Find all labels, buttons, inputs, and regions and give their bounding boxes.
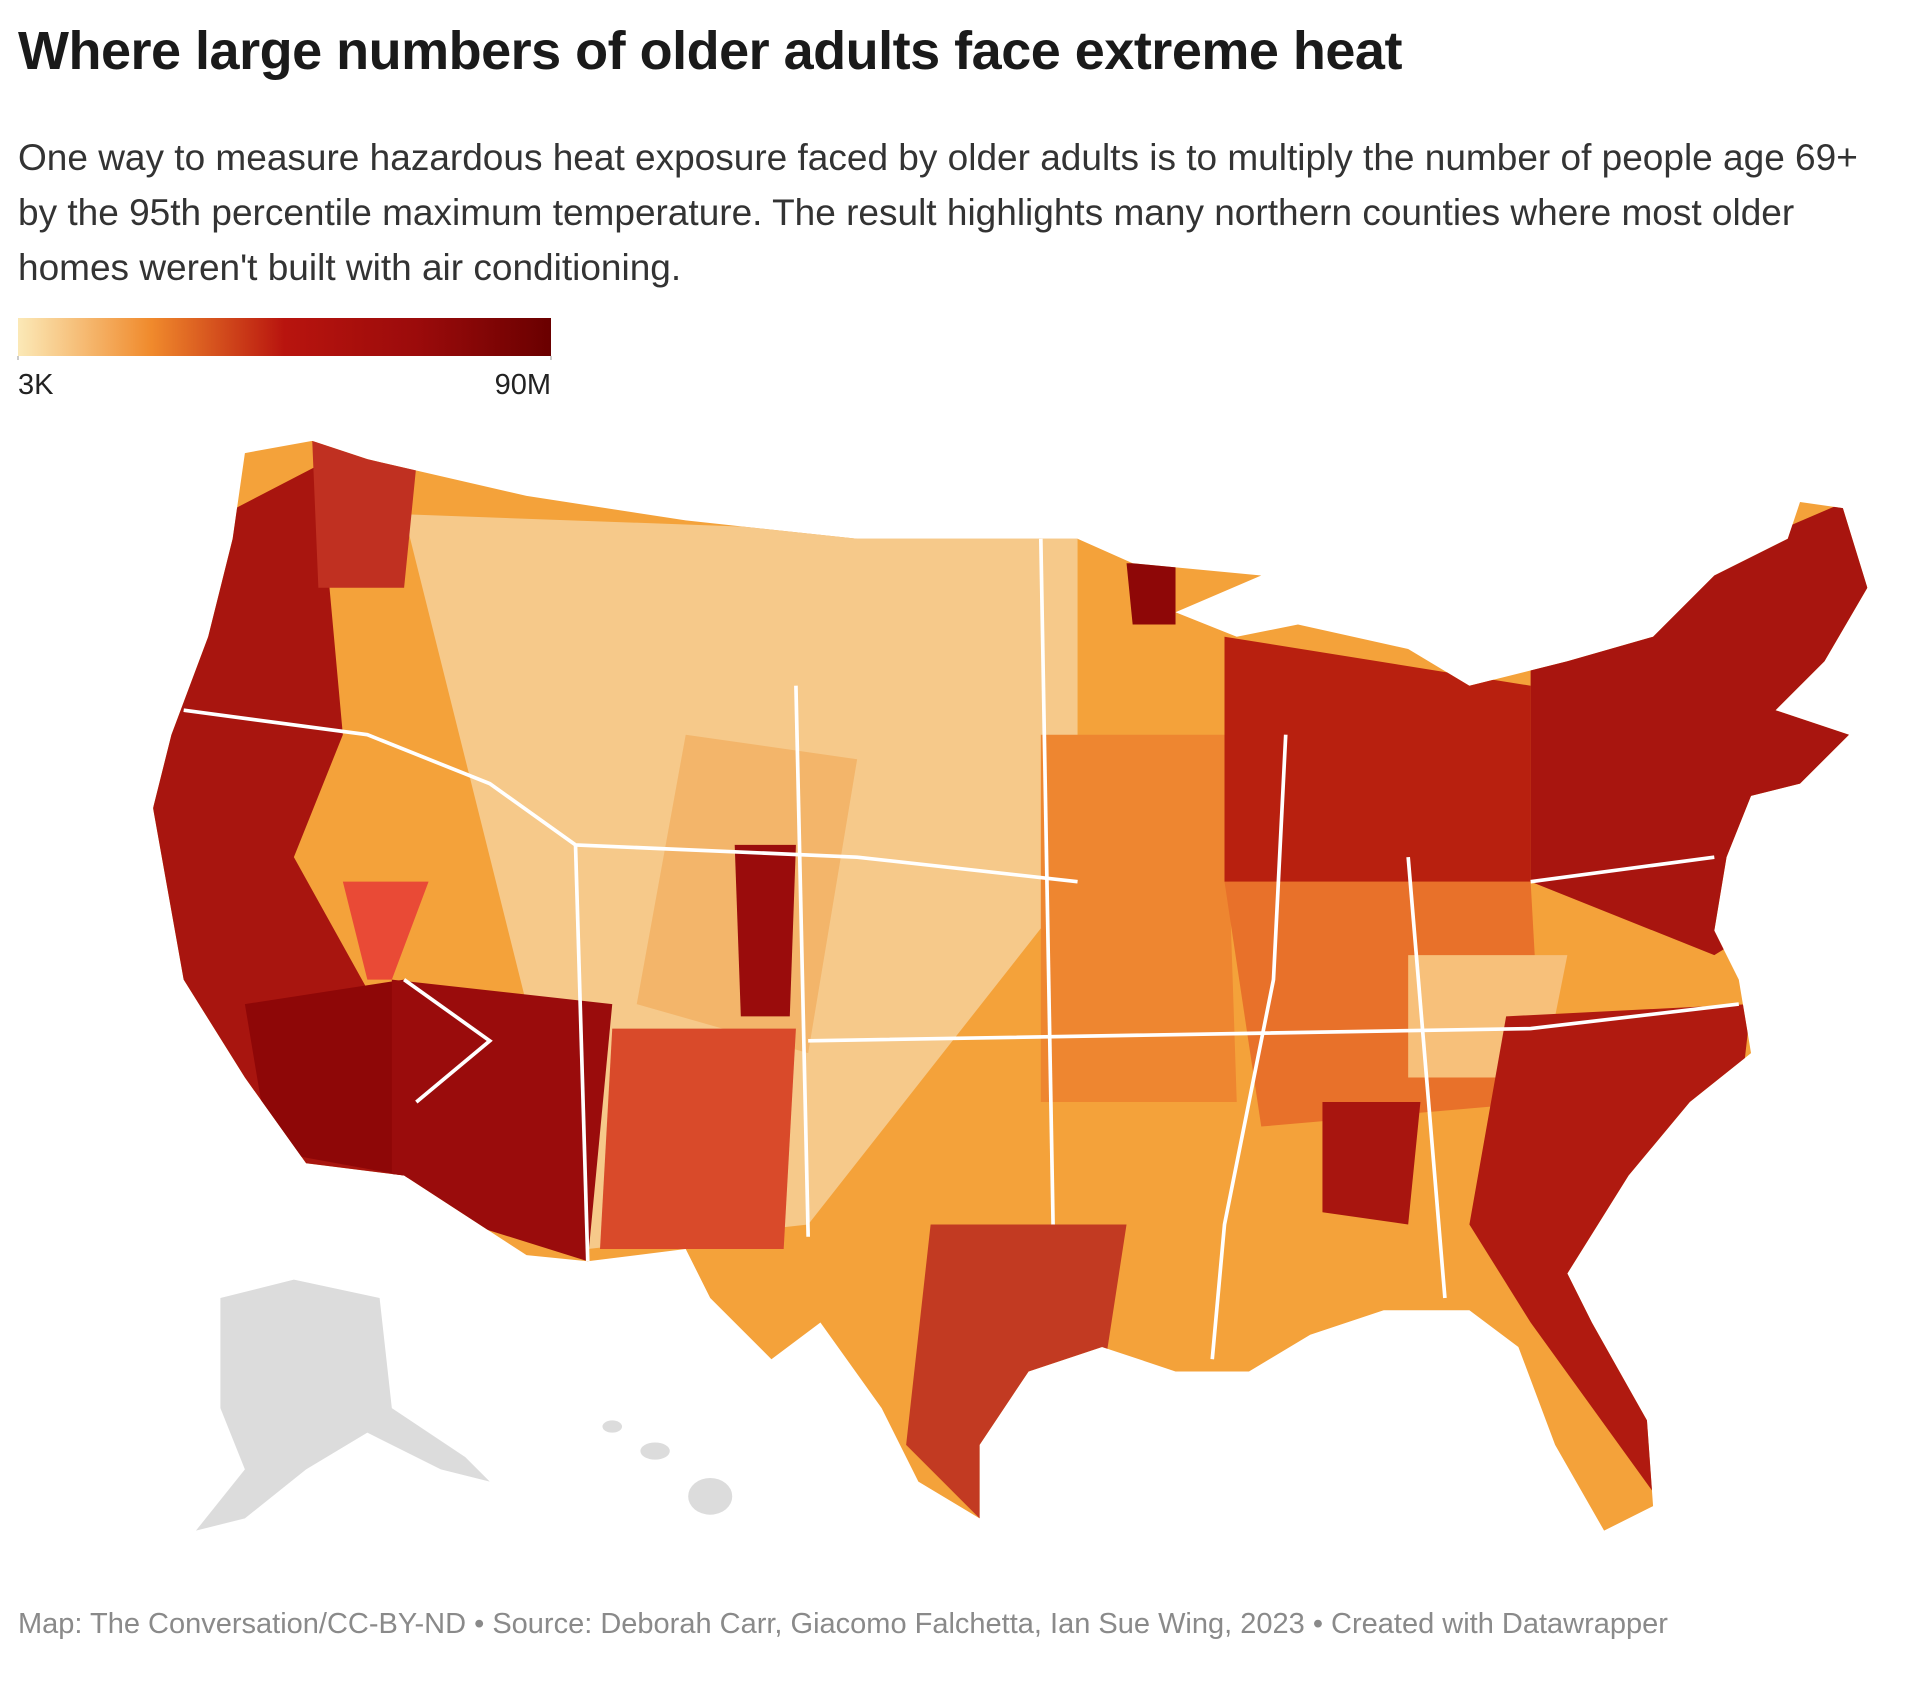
region: [1224, 636, 1531, 882]
subtitle: One way to measure hazardous heat exposu…: [18, 137, 1858, 288]
state-borders: [183, 538, 1740, 1360]
region: [1530, 489, 1868, 956]
footer: Map: The Conversation/CC-BY-ND • Source:…: [18, 1608, 1668, 1640]
region: [244, 979, 405, 1176]
legend: 3K 90M: [17, 318, 552, 401]
state-border: [808, 1002, 1740, 1043]
state-border: [183, 708, 1078, 884]
state-border: [573, 844, 590, 1262]
legend-label: 3K: [18, 369, 54, 401]
state-border: [1210, 734, 1288, 1360]
region: [391, 979, 613, 1262]
legend-label: 90M: [495, 369, 551, 401]
state-border: [1530, 855, 1715, 884]
region: [1322, 1102, 1421, 1225]
legend-gradient: [18, 318, 551, 356]
region: [600, 1028, 796, 1249]
alaska-hawaii: [195, 1279, 733, 1531]
state-border: [794, 685, 811, 1237]
hawaii-island: [602, 1420, 623, 1433]
region: [1040, 734, 1237, 1103]
state-border: [403, 978, 493, 1104]
region: [312, 440, 417, 588]
state-border: [1406, 856, 1447, 1299]
region: [342, 881, 429, 980]
map-canvas: 3K 90M: [17, 318, 1868, 1531]
region: [906, 1224, 1127, 1519]
hawaii-island: [688, 1477, 733, 1515]
title: Where large numbers of older adults face…: [18, 21, 1402, 81]
hawaii-island: [640, 1442, 670, 1460]
region: [734, 844, 796, 1017]
us-map: [153, 440, 1868, 1531]
region: [1126, 563, 1176, 625]
alaska: [195, 1279, 490, 1531]
state-border: [1038, 538, 1055, 1225]
